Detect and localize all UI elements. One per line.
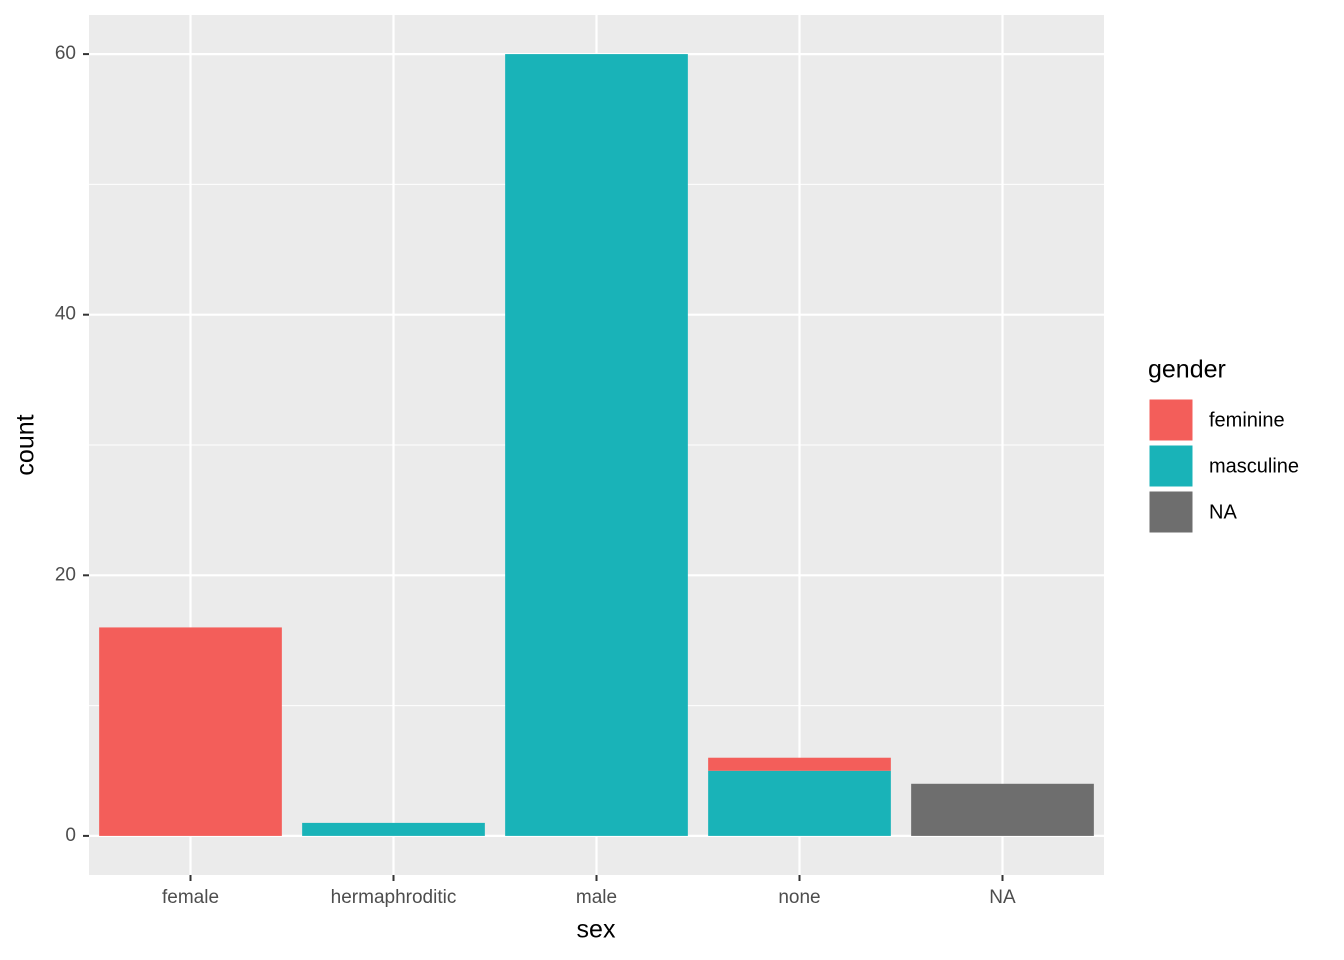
x-tick-label: hermaphroditic [331, 887, 457, 908]
bar-segment [99, 627, 282, 836]
bar-segment [708, 757, 891, 771]
legend-key [1148, 398, 1194, 442]
x-tick-label: none [778, 887, 820, 908]
legend-label: NA [1209, 501, 1237, 523]
legend-title: gender [1148, 356, 1226, 384]
legend-label: feminine [1209, 409, 1285, 431]
y-tick-label: 20 [55, 564, 76, 585]
y-axis-title: count [12, 414, 40, 475]
bar-segment [302, 822, 485, 836]
legend-key [1148, 490, 1194, 534]
bar-segment [708, 770, 891, 836]
legend-label: masculine [1209, 455, 1299, 477]
x-tick-label: male [576, 887, 617, 908]
y-tick-label: 0 [65, 825, 76, 846]
bar-segment [505, 54, 688, 836]
bar-segment [911, 783, 1094, 836]
x-axis-title: sex [577, 916, 616, 944]
y-tick-label: 60 [55, 43, 76, 64]
legend-key [1148, 444, 1194, 488]
x-tick-label: NA [989, 887, 1016, 908]
x-tick-label: female [162, 887, 219, 908]
y-tick-label: 40 [55, 304, 76, 325]
